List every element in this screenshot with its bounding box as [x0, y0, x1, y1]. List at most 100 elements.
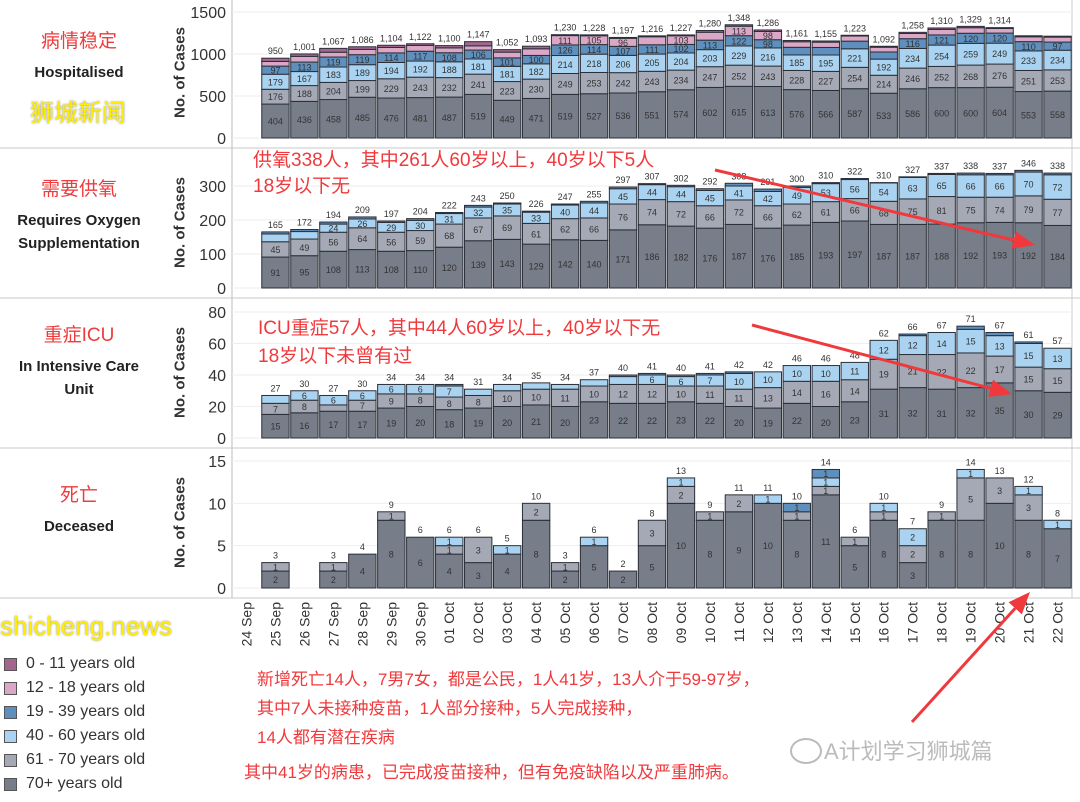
- segment-label: 9: [736, 545, 741, 555]
- bar-segment: [550, 239, 580, 289]
- bar-segment: [261, 256, 290, 289]
- segment-label: 62: [560, 225, 570, 235]
- total-label: 7: [910, 517, 915, 527]
- bar-segment: [840, 220, 869, 289]
- x-tick-label: 27 Sep: [325, 602, 341, 647]
- bar-segment: [666, 34, 696, 37]
- segment-label: 613: [760, 108, 775, 118]
- total-label: 307: [644, 172, 659, 182]
- segment-label: 252: [934, 73, 949, 83]
- segment-label: 107: [616, 46, 631, 56]
- bar-segment: [666, 477, 696, 487]
- segment-label: 5: [649, 562, 654, 572]
- bar-segment: [319, 51, 348, 58]
- segment-label: 6: [418, 558, 423, 568]
- bar-segment: [927, 28, 956, 36]
- segment-label: 11: [850, 367, 859, 377]
- segment-label: 586: [905, 109, 920, 119]
- bar-segment: [406, 43, 435, 46]
- segment-label: 1: [1026, 486, 1031, 496]
- bar-segment: [869, 51, 898, 60]
- segment-label: 15: [966, 337, 976, 347]
- segment-label: 8: [302, 402, 307, 412]
- bar-segment: [290, 100, 319, 139]
- bar-segment: [724, 182, 754, 187]
- segment-label: 8: [968, 550, 973, 560]
- total-label: 1,104: [380, 33, 403, 43]
- x-tick-label: 08 Oct: [644, 602, 660, 643]
- bar-segment: [348, 46, 377, 50]
- segment-label: 10: [589, 389, 599, 399]
- total-label: 1,329: [959, 14, 982, 24]
- bar-segment: [753, 188, 783, 192]
- bar-segment: [840, 361, 869, 381]
- segment-label: 2: [534, 507, 539, 517]
- bar-segment: [579, 401, 609, 439]
- bar-segment: [1043, 90, 1072, 139]
- x-tick-label: 17 Oct: [905, 602, 921, 643]
- bar-segment: [666, 184, 696, 188]
- segment-label: 576: [789, 109, 804, 119]
- bar-segment: [608, 36, 638, 39]
- total-label: 6: [447, 525, 452, 535]
- segment-label: 600: [934, 108, 949, 118]
- bar-segment: [319, 394, 348, 406]
- bar-segment: [348, 216, 377, 220]
- total-label: 6: [852, 525, 857, 535]
- segment-label: 7: [273, 404, 278, 414]
- segment-label: 8: [939, 550, 944, 560]
- segment-label: 214: [876, 80, 891, 90]
- bar-segment: [377, 46, 406, 54]
- y-tick-label: 60: [208, 337, 226, 354]
- total-label: 71: [966, 314, 976, 324]
- segment-label: 1: [881, 512, 886, 522]
- segment-label: 119: [355, 55, 369, 65]
- legend-item: 40 - 60 years old: [4, 724, 145, 748]
- total-label: 11: [763, 483, 772, 493]
- panel-label-icu: 重症ICU In Intensive Care Unit: [0, 320, 158, 401]
- segment-label: 23: [850, 415, 860, 425]
- segment-label: 471: [529, 114, 544, 124]
- bar-segment: [492, 383, 522, 392]
- bar-segment: [608, 92, 638, 139]
- segment-label: 3: [649, 528, 654, 538]
- bar-segment: [898, 33, 927, 40]
- segment-label: 600: [963, 108, 978, 118]
- bar-segment: [927, 223, 956, 289]
- segment-label: 61: [821, 208, 831, 218]
- segment-label: 3: [997, 486, 1002, 496]
- bar-segment: [435, 47, 464, 54]
- segment-label: 31: [937, 409, 947, 419]
- legend-item: 0 - 11 years old: [4, 652, 145, 676]
- segment-label: 72: [734, 208, 744, 218]
- bar-segment: [521, 519, 551, 589]
- bar-segment: [579, 379, 609, 387]
- bar-segment: [637, 545, 667, 589]
- segment-label: 74: [995, 205, 1005, 215]
- bar-segment: [869, 502, 898, 513]
- y-tick-label: 10: [208, 496, 226, 513]
- bar-segment: [608, 229, 638, 289]
- segment-label: 192: [963, 251, 978, 261]
- segment-label: 1: [592, 537, 597, 547]
- panel-label-cn: 死亡: [59, 485, 98, 506]
- bar-segment: [319, 562, 348, 572]
- segment-label: 22: [966, 366, 976, 376]
- bar-segment: [637, 519, 667, 547]
- segment-label: 31: [444, 214, 454, 224]
- bar-segment: [840, 34, 869, 37]
- segment-label: 171: [616, 254, 631, 264]
- bar-segment: [898, 31, 927, 35]
- segment-label: 126: [558, 46, 573, 56]
- total-label: 209: [355, 205, 370, 215]
- total-label: 14: [821, 457, 831, 467]
- bar-segment: [724, 494, 754, 513]
- bar-segment: [1043, 35, 1072, 38]
- segment-label: 604: [992, 108, 1007, 118]
- segment-label: 1: [852, 537, 857, 547]
- bar-segment: [521, 210, 551, 213]
- total-label: 1,314: [988, 16, 1011, 26]
- segment-label: 15: [1024, 374, 1034, 384]
- segment-label: 20: [734, 418, 744, 428]
- bar-segment: [1043, 36, 1072, 43]
